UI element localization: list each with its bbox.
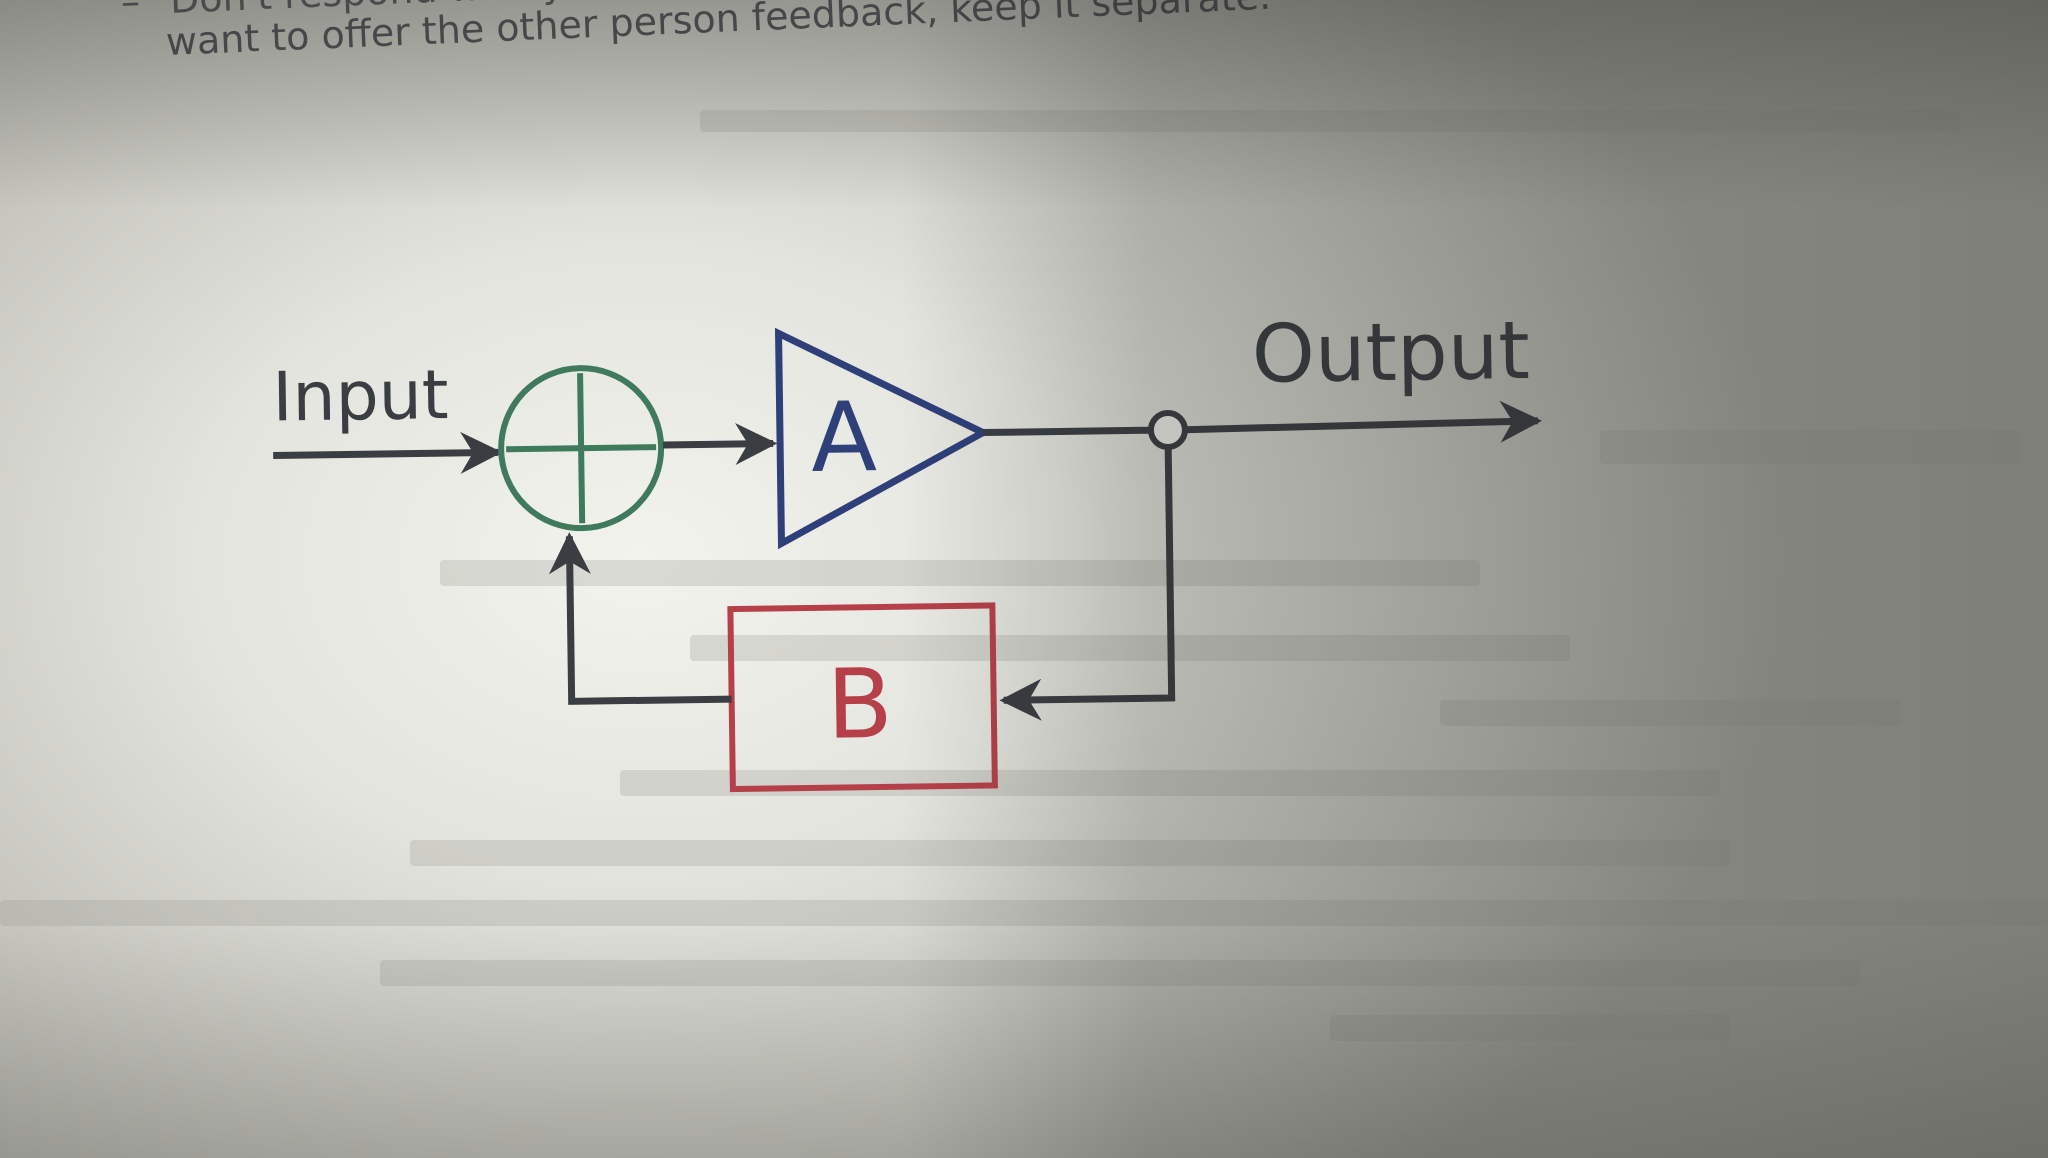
input-label: Input [272,356,449,437]
feedback-to-summer-arrow [548,532,732,705]
feedback-label: B [826,648,893,761]
input-arrow [273,431,503,474]
amplifier-triangle [774,327,991,550]
amplifier-label: A [810,381,877,494]
output-label: Output [1251,304,1530,401]
amplifier-output-line [982,426,1150,437]
output-node [1147,409,1188,450]
output-arrow [1184,400,1543,443]
summing-junction [498,365,665,532]
feedback-return-arrow [999,446,1176,721]
summer-to-amplifier-arrow [663,423,778,466]
